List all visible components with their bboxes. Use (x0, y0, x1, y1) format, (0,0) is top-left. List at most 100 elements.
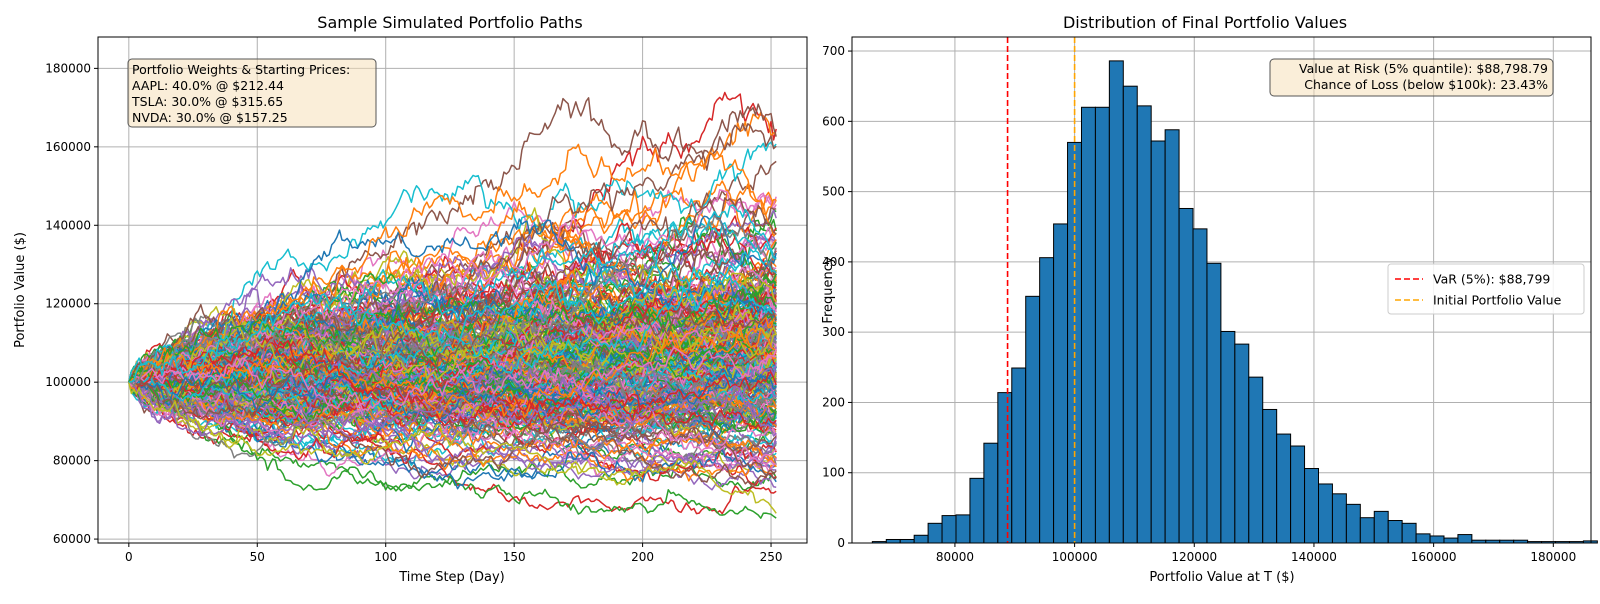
right-chart-panel: Distribution of Final Portfolio Values 8… (821, 13, 1598, 585)
path-line (128, 247, 777, 383)
path-line (128, 141, 777, 383)
right-annotation-box: Value at Risk (5% quantile): $88,798.79 … (1269, 58, 1554, 97)
histogram-bar (1276, 433, 1292, 544)
histogram-bar (997, 392, 1013, 544)
left-x-tick-label: 200 (631, 550, 654, 564)
histogram-bar (1220, 330, 1236, 544)
right-y-tick-label: 500 (822, 185, 845, 199)
histogram-bar (1011, 367, 1027, 544)
histogram-bar (1248, 376, 1264, 544)
histogram-bar (1122, 85, 1138, 544)
left-annotation-line-tsla: TSLA: 30.0% @ $315.65 (131, 94, 283, 109)
legend-initial-label: Initial Portfolio Value (1433, 293, 1562, 308)
histogram-bar (1401, 522, 1417, 544)
histogram-bar (899, 538, 915, 544)
left-x-tick-label: 250 (760, 550, 783, 564)
histogram-bar (1359, 517, 1375, 544)
histogram-bar (1415, 533, 1431, 544)
right-y-tick-label: 600 (822, 114, 845, 128)
histogram-bar (969, 477, 985, 544)
right-histogram-bars (871, 60, 1598, 544)
histogram-bar (1457, 534, 1473, 544)
left-x-tick-label: 0 (125, 550, 133, 564)
path-line (128, 365, 777, 425)
right-y-tick-label: 300 (822, 325, 845, 339)
left-y-tick-label: 80000 (53, 454, 91, 468)
left-y-tick-label: 60000 (53, 532, 91, 546)
left-y-tick-label: 100000 (45, 375, 91, 389)
histogram-bar (1387, 520, 1403, 544)
histogram-bar (1262, 408, 1278, 544)
histogram-bar (913, 534, 929, 544)
histogram-bar (1094, 106, 1110, 544)
histogram-bar (1429, 535, 1445, 544)
histogram-bar (1164, 129, 1180, 544)
right-legend: VaR (5%): $88,799 Initial Portfolio Valu… (1387, 263, 1585, 315)
path-line (128, 382, 777, 514)
histogram-bar (1136, 105, 1152, 544)
path-line (128, 381, 777, 439)
histogram-bar (1025, 295, 1041, 544)
path-line (128, 376, 777, 490)
left-chart-panel: Sample Simulated Portfolio Paths 0 50 100 1… (13, 13, 808, 585)
histogram-bar (941, 515, 957, 544)
right-y-tick-label: 400 (822, 255, 845, 269)
path-line (128, 307, 777, 420)
histogram-bar (1234, 343, 1250, 544)
left-y-tick-label: 140000 (45, 218, 91, 232)
histogram-bar (1373, 510, 1389, 544)
right-y-ticks: 0 100 200 300 400 500 600 700 (822, 44, 852, 550)
right-annotation-background (1269, 58, 1554, 97)
path-line (128, 204, 777, 383)
right-y-tick-label: 700 (822, 44, 845, 58)
left-y-ticks: 60000 80000 100000 120000 140000 160000 180000 (45, 61, 98, 546)
right-x-tick-label: 140000 (1291, 550, 1337, 564)
left-y-axis-label: Portfolio Value ($) (13, 232, 28, 348)
histogram-bar (1290, 445, 1306, 544)
right-x-tick-label: 180000 (1530, 550, 1576, 564)
path-line (128, 314, 777, 422)
right-legend-frame (1387, 263, 1585, 315)
histogram-bar (1080, 106, 1096, 544)
path-line (128, 143, 777, 391)
histogram-bar (885, 538, 901, 544)
right-x-tick-label: 120000 (1171, 550, 1217, 564)
path-line (128, 214, 777, 387)
left-y-tick-label: 160000 (45, 140, 91, 154)
histogram-bar (1206, 262, 1222, 544)
path-line (128, 338, 777, 426)
histogram-bar (1039, 257, 1055, 544)
legend-var-label: VaR (5%): $88,799 (1433, 272, 1550, 287)
histogram-bar (983, 442, 999, 544)
histogram-bar (1178, 207, 1194, 544)
left-annotation-line-nvda: NVDA: 30.0% @ $157.25 (132, 110, 288, 125)
right-y-tick-label: 0 (837, 536, 845, 550)
right-y-axis-label: Frequency (821, 256, 836, 323)
right-x-ticks: 80000 100000 120000 140000 160000 180000 (936, 543, 1576, 564)
right-plot-frame (851, 36, 1592, 544)
histogram-bar (1443, 537, 1459, 544)
histogram-bar (1192, 228, 1208, 544)
right-reference-lines (1006, 37, 1076, 543)
histogram-bar (1318, 483, 1333, 544)
path-line (128, 357, 777, 427)
histogram-bar (955, 514, 971, 544)
right-annotation-loss-chance: Chance of Loss (below $100k): 23.43% (1304, 77, 1548, 92)
histogram-bar (1108, 60, 1124, 544)
left-x-tick-label: 50 (250, 550, 265, 564)
path-line (128, 354, 777, 436)
right-x-tick-label: 100000 (1052, 550, 1098, 564)
left-plot-frame (97, 36, 808, 544)
histogram-bar (1331, 493, 1347, 544)
left-annotation-line-aapl: AAPL: 40.0% @ $212.44 (132, 78, 284, 93)
right-chart-title: Distribution of Final Portfolio Values (1063, 13, 1347, 32)
path-line (128, 273, 777, 392)
left-annotation-background (127, 58, 377, 128)
left-x-tick-label: 100 (374, 550, 397, 564)
left-annotation-box: Portfolio Weights & Starting Prices: AAP… (127, 58, 377, 128)
path-line (128, 347, 777, 412)
right-y-tick-label: 100 (822, 466, 845, 480)
left-x-axis-label: Time Step (Day) (398, 570, 505, 585)
left-x-ticks: 0 50 100 150 200 250 (125, 543, 782, 564)
